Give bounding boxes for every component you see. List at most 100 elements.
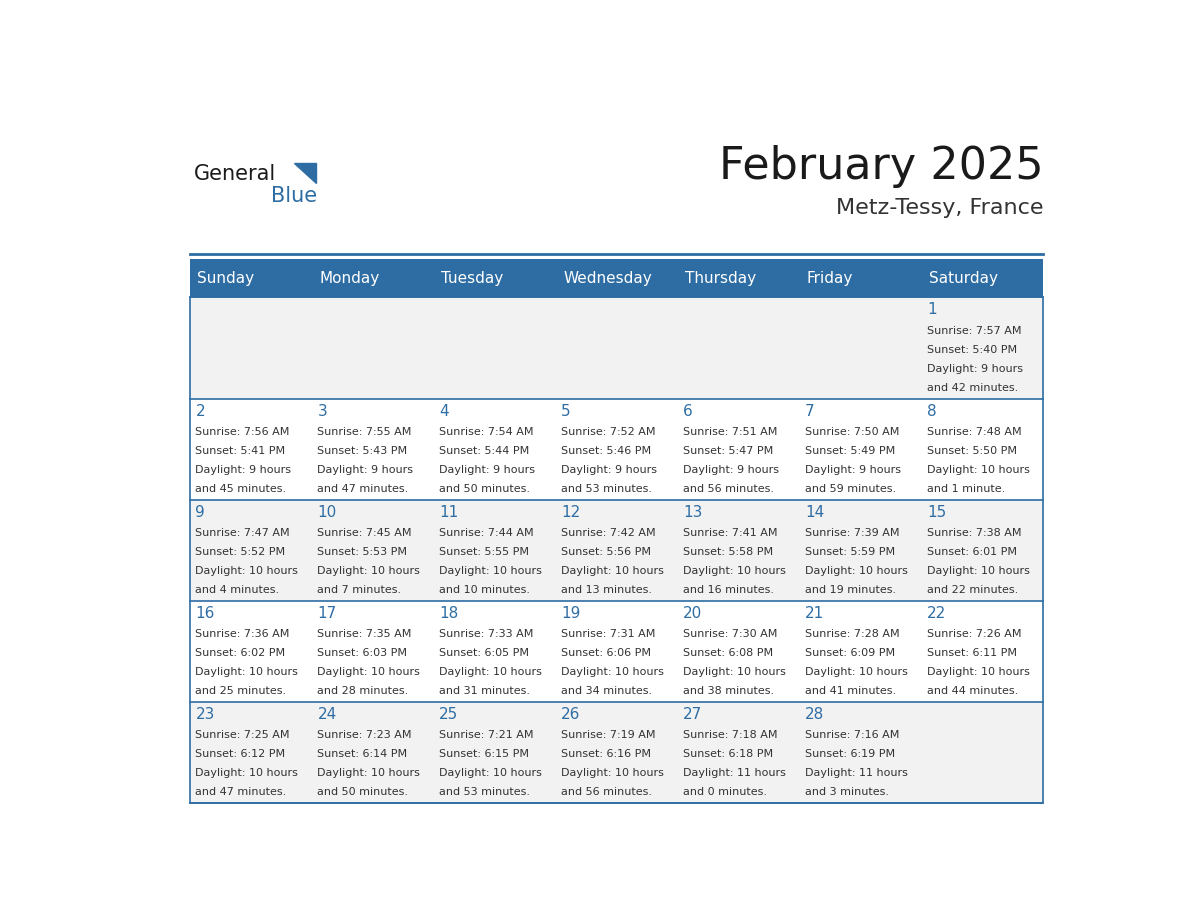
Bar xyxy=(190,297,1043,398)
Text: Sunrise: 7:31 AM: Sunrise: 7:31 AM xyxy=(561,629,656,639)
Text: Sunrise: 7:28 AM: Sunrise: 7:28 AM xyxy=(805,629,899,639)
Text: Sunrise: 7:30 AM: Sunrise: 7:30 AM xyxy=(683,629,777,639)
Text: and 53 minutes.: and 53 minutes. xyxy=(440,788,530,798)
Text: and 34 minutes.: and 34 minutes. xyxy=(561,687,652,696)
Text: Monday: Monday xyxy=(320,271,379,285)
Text: Daylight: 10 hours: Daylight: 10 hours xyxy=(561,566,664,577)
Text: 22: 22 xyxy=(927,606,947,621)
Text: and 45 minutes.: and 45 minutes. xyxy=(196,484,286,494)
Text: Sunset: 6:08 PM: Sunset: 6:08 PM xyxy=(683,648,773,658)
Polygon shape xyxy=(293,163,316,183)
Text: Sunset: 6:19 PM: Sunset: 6:19 PM xyxy=(805,749,896,759)
Text: and 28 minutes.: and 28 minutes. xyxy=(317,687,409,696)
Text: Sunset: 5:47 PM: Sunset: 5:47 PM xyxy=(683,446,773,456)
Text: Sunrise: 7:50 AM: Sunrise: 7:50 AM xyxy=(805,427,899,437)
Text: 12: 12 xyxy=(561,505,581,520)
Text: Sunrise: 7:25 AM: Sunrise: 7:25 AM xyxy=(196,730,290,740)
Text: Daylight: 10 hours: Daylight: 10 hours xyxy=(927,667,1030,677)
Text: Sunrise: 7:41 AM: Sunrise: 7:41 AM xyxy=(683,528,778,538)
Text: Sunrise: 7:26 AM: Sunrise: 7:26 AM xyxy=(927,629,1022,639)
Text: Sunrise: 7:36 AM: Sunrise: 7:36 AM xyxy=(196,629,290,639)
Text: Daylight: 9 hours: Daylight: 9 hours xyxy=(805,465,901,475)
Text: and 4 minutes.: and 4 minutes. xyxy=(196,585,279,595)
Text: Sunrise: 7:23 AM: Sunrise: 7:23 AM xyxy=(317,730,412,740)
Text: Sunrise: 7:54 AM: Sunrise: 7:54 AM xyxy=(440,427,533,437)
Text: Sunrise: 7:57 AM: Sunrise: 7:57 AM xyxy=(927,326,1022,336)
Text: and 50 minutes.: and 50 minutes. xyxy=(440,484,530,494)
Text: 26: 26 xyxy=(561,707,581,722)
Text: Sunrise: 7:44 AM: Sunrise: 7:44 AM xyxy=(440,528,533,538)
Text: Sunset: 5:49 PM: Sunset: 5:49 PM xyxy=(805,446,896,456)
Text: 27: 27 xyxy=(683,707,702,722)
Text: Sunrise: 7:19 AM: Sunrise: 7:19 AM xyxy=(561,730,656,740)
Text: 11: 11 xyxy=(440,505,459,520)
Text: 19: 19 xyxy=(561,606,581,621)
Text: Sunset: 6:12 PM: Sunset: 6:12 PM xyxy=(196,749,285,759)
Text: Daylight: 9 hours: Daylight: 9 hours xyxy=(440,465,536,475)
Text: 8: 8 xyxy=(927,404,936,419)
Text: Sunset: 5:46 PM: Sunset: 5:46 PM xyxy=(561,446,651,456)
Text: Daylight: 10 hours: Daylight: 10 hours xyxy=(317,768,421,778)
Text: Sunset: 6:03 PM: Sunset: 6:03 PM xyxy=(317,648,407,658)
Text: Sunset: 5:41 PM: Sunset: 5:41 PM xyxy=(196,446,285,456)
Text: and 47 minutes.: and 47 minutes. xyxy=(317,484,409,494)
Text: 25: 25 xyxy=(440,707,459,722)
Text: Sunday: Sunday xyxy=(197,271,254,285)
Text: and 41 minutes.: and 41 minutes. xyxy=(805,687,896,696)
Text: and 10 minutes.: and 10 minutes. xyxy=(440,585,530,595)
Text: Sunrise: 7:18 AM: Sunrise: 7:18 AM xyxy=(683,730,778,740)
Text: Sunrise: 7:55 AM: Sunrise: 7:55 AM xyxy=(317,427,412,437)
Text: Sunset: 6:18 PM: Sunset: 6:18 PM xyxy=(683,749,773,759)
Text: and 13 minutes.: and 13 minutes. xyxy=(561,585,652,595)
Text: Daylight: 11 hours: Daylight: 11 hours xyxy=(683,768,786,778)
Text: Sunset: 6:16 PM: Sunset: 6:16 PM xyxy=(561,749,651,759)
Text: 6: 6 xyxy=(683,404,693,419)
Text: Sunset: 5:50 PM: Sunset: 5:50 PM xyxy=(927,446,1017,456)
Text: Sunset: 5:40 PM: Sunset: 5:40 PM xyxy=(927,345,1017,355)
Text: Sunset: 5:52 PM: Sunset: 5:52 PM xyxy=(196,547,285,557)
Text: Sunrise: 7:45 AM: Sunrise: 7:45 AM xyxy=(317,528,412,538)
Text: Wednesday: Wednesday xyxy=(563,271,652,285)
Text: and 31 minutes.: and 31 minutes. xyxy=(440,687,530,696)
Text: 7: 7 xyxy=(805,404,815,419)
Text: 3: 3 xyxy=(317,404,327,419)
Text: and 16 minutes.: and 16 minutes. xyxy=(683,585,775,595)
Text: Daylight: 10 hours: Daylight: 10 hours xyxy=(805,667,908,677)
Text: Daylight: 10 hours: Daylight: 10 hours xyxy=(440,768,542,778)
Text: 14: 14 xyxy=(805,505,824,520)
Text: Daylight: 10 hours: Daylight: 10 hours xyxy=(440,566,542,577)
Bar xyxy=(190,701,1043,803)
Text: and 19 minutes.: and 19 minutes. xyxy=(805,585,896,595)
Text: Daylight: 10 hours: Daylight: 10 hours xyxy=(440,667,542,677)
Text: Metz-Tessy, France: Metz-Tessy, France xyxy=(836,197,1043,218)
Text: 21: 21 xyxy=(805,606,824,621)
Text: Sunrise: 7:51 AM: Sunrise: 7:51 AM xyxy=(683,427,777,437)
Text: Sunset: 5:56 PM: Sunset: 5:56 PM xyxy=(561,547,651,557)
Text: and 25 minutes.: and 25 minutes. xyxy=(196,687,286,696)
Text: Daylight: 10 hours: Daylight: 10 hours xyxy=(561,667,664,677)
Text: and 56 minutes.: and 56 minutes. xyxy=(683,484,775,494)
Text: Daylight: 9 hours: Daylight: 9 hours xyxy=(683,465,779,475)
Text: 24: 24 xyxy=(317,707,336,722)
Bar xyxy=(190,259,1043,297)
Bar xyxy=(190,600,1043,701)
Text: Sunset: 6:06 PM: Sunset: 6:06 PM xyxy=(561,648,651,658)
Text: 15: 15 xyxy=(927,505,947,520)
Text: 18: 18 xyxy=(440,606,459,621)
Text: Thursday: Thursday xyxy=(685,271,756,285)
Text: Sunrise: 7:52 AM: Sunrise: 7:52 AM xyxy=(561,427,656,437)
Text: Sunrise: 7:21 AM: Sunrise: 7:21 AM xyxy=(440,730,533,740)
Text: Sunset: 5:59 PM: Sunset: 5:59 PM xyxy=(805,547,896,557)
Text: Daylight: 10 hours: Daylight: 10 hours xyxy=(317,667,421,677)
Text: Sunrise: 7:16 AM: Sunrise: 7:16 AM xyxy=(805,730,899,740)
Text: and 44 minutes.: and 44 minutes. xyxy=(927,687,1018,696)
Text: 17: 17 xyxy=(317,606,336,621)
Text: Daylight: 10 hours: Daylight: 10 hours xyxy=(561,768,664,778)
Text: Saturday: Saturday xyxy=(929,271,998,285)
Text: General: General xyxy=(194,163,276,184)
Text: Daylight: 11 hours: Daylight: 11 hours xyxy=(805,768,908,778)
Text: Sunrise: 7:47 AM: Sunrise: 7:47 AM xyxy=(196,528,290,538)
Text: and 22 minutes.: and 22 minutes. xyxy=(927,585,1018,595)
Text: Daylight: 10 hours: Daylight: 10 hours xyxy=(196,768,298,778)
Text: Sunset: 5:55 PM: Sunset: 5:55 PM xyxy=(440,547,530,557)
